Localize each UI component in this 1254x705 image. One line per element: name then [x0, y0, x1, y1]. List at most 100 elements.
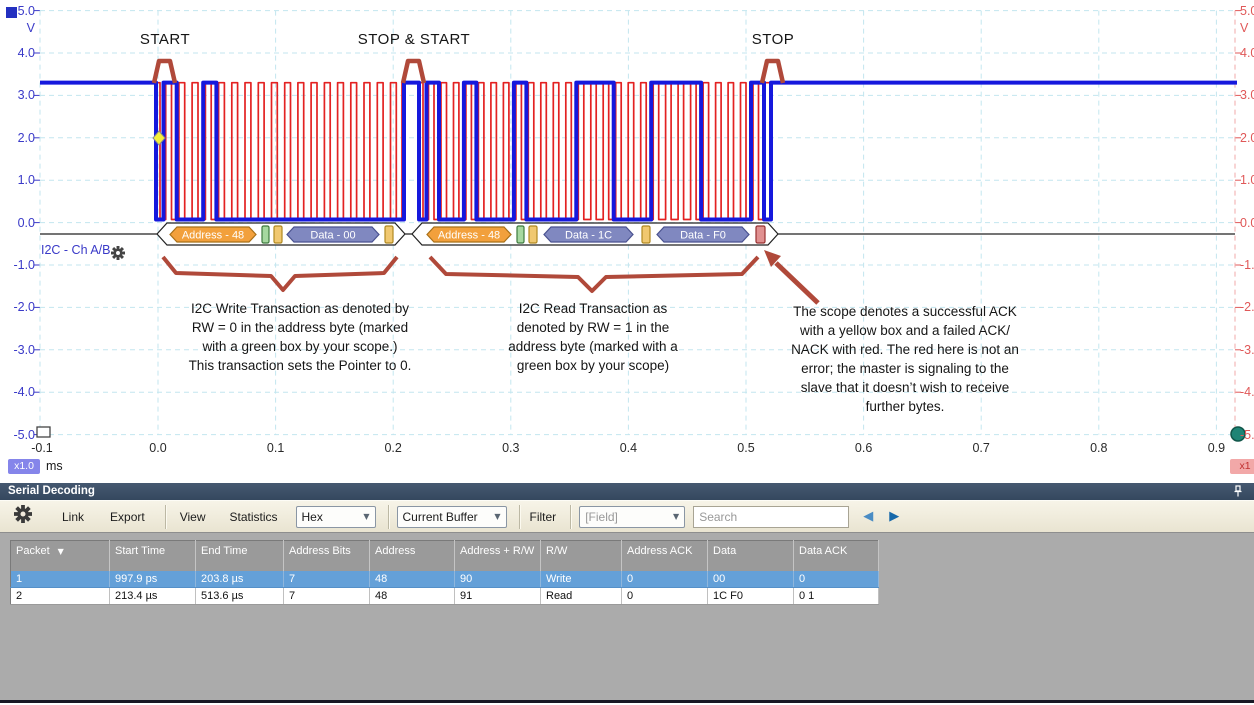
table-cell[interactable]: 91 — [454, 587, 541, 605]
y-axis-label-left: 4.0 — [17, 46, 35, 60]
y-axis-label-left: -3.0 — [13, 342, 35, 357]
table-cell[interactable]: 997.9 ps — [109, 570, 196, 588]
annotation-text: I2C Read Transaction as denoted by RW = … — [508, 301, 678, 373]
y-axis-label-right: -3.0 — [1240, 342, 1254, 357]
search-input[interactable] — [693, 505, 850, 528]
x-axis-label: 0.0 — [149, 441, 167, 455]
condition-marker-label: START — [139, 31, 191, 48]
condition-marker-bracket — [400, 58, 427, 84]
write-transaction-brace — [161, 255, 399, 292]
decode-data-box — [286, 226, 380, 243]
decode-address-box — [169, 226, 257, 243]
toolbar-separator — [387, 504, 389, 529]
table-cell[interactable]: 48 — [369, 570, 455, 588]
filter-button[interactable]: Filter — [529, 509, 557, 524]
nack-arrow-shaft — [774, 261, 820, 305]
y-axis-label-left: -5.0 — [13, 427, 35, 442]
waveform-svg[interactable]: Address - 48 Data - 00 Address - 48 Data - … — [0, 0, 1254, 483]
table-cell[interactable]: 0 — [793, 570, 879, 588]
x-axis-label: 0.6 — [854, 441, 873, 455]
decode-address-label: Address - 48 — [438, 230, 500, 242]
export-button[interactable]: Export — [110, 509, 145, 524]
annotation-text: I2C Write Transaction as denoted by RW =… — [188, 301, 412, 373]
column-header[interactable]: R/W — [540, 540, 622, 571]
scl-trace — [40, 81, 1237, 221]
decode-data-label: Data - 1C — [565, 230, 612, 242]
column-header[interactable]: Address Bits — [283, 540, 370, 571]
read-transaction-brace — [428, 255, 760, 293]
table-cell[interactable]: 1C F0 — [707, 587, 794, 605]
x-scale-badge[interactable]: x1.0 — [8, 459, 40, 474]
table-cell[interactable]: 0 1 — [793, 587, 879, 605]
field-dropdown[interactable]: [Field] ▼ — [579, 505, 686, 528]
channel-label[interactable]: I2C - Ch A/B — [41, 243, 111, 257]
y-axis-label-left: 0.0 — [17, 215, 35, 230]
search-prev-button[interactable]: ◀ — [863, 509, 874, 524]
decode-ack-box — [528, 225, 538, 244]
x-scale-badge-right[interactable]: x1 — [1230, 459, 1254, 474]
y-axis-label-left: -2.0 — [13, 300, 35, 315]
table-row[interactable]: 1 997.9 ps 203.8 µs 7 48 90 Write 0 00 0 — [10, 570, 879, 588]
table-cell[interactable]: 7 — [283, 570, 370, 588]
x-axis-label: 0.1 — [266, 441, 285, 455]
column-header[interactable]: Data ACK — [793, 540, 879, 571]
x-axis-label: 0.9 — [1207, 441, 1226, 455]
table-cell[interactable]: Write — [540, 570, 622, 588]
table-cell[interactable]: 203.8 µs — [195, 570, 284, 588]
y-axis-unit-right: V — [1240, 21, 1249, 35]
decode-settings-gear-icon[interactable] — [12, 503, 34, 530]
y-axis-label-left: -1.0 — [13, 258, 35, 272]
column-header[interactable]: Data — [707, 540, 794, 571]
channel-a-indicator[interactable] — [6, 7, 17, 18]
y-axis-label-right: 0.0 — [1240, 215, 1254, 230]
sda-trace — [40, 80, 1237, 222]
search-next-button[interactable]: ▶ — [889, 509, 900, 524]
scope-graph[interactable]: Address - 48 Data - 00 Address - 48 Data - … — [0, 0, 1254, 483]
table-cell[interactable]: 2 — [10, 587, 110, 605]
annotation-text: The scope denotes a successful ACK with … — [791, 304, 1019, 414]
view-button[interactable]: View — [179, 509, 206, 524]
decode-nack-box — [755, 225, 766, 244]
table-cell[interactable]: 0 — [621, 570, 708, 588]
y-axis-label-right: -1.0 — [1240, 258, 1254, 272]
column-header[interactable]: Address ACK — [621, 540, 708, 571]
y-axis-label-left: 3.0 — [17, 88, 35, 103]
table-row[interactable]: 2 213.4 µs 513.6 µs 7 48 91 Read 0 1C F0 0 1 — [10, 587, 879, 605]
y-axis-label-right: -5.0 — [1240, 427, 1254, 442]
y-axis-label-right: -2.0 — [1240, 300, 1254, 315]
toolbar-separator — [518, 504, 520, 529]
x-axis-label: -0.1 — [31, 441, 53, 455]
y-axis-label-left: -4.0 — [13, 385, 35, 400]
table-cell[interactable]: 513.6 µs — [195, 587, 284, 605]
table-cell[interactable]: 7 — [283, 587, 370, 605]
table-cell[interactable]: 48 — [369, 587, 455, 605]
table-cell[interactable]: 00 — [707, 570, 794, 588]
link-button[interactable]: Link — [62, 509, 85, 524]
table-cell[interactable]: 1 — [10, 570, 110, 588]
buffer-dropdown[interactable]: Current Buffer ▼ — [396, 505, 507, 528]
table-cell[interactable]: 90 — [454, 570, 541, 588]
column-header[interactable]: Packet ▼ — [10, 540, 110, 571]
column-header[interactable]: End Time — [195, 540, 284, 571]
condition-marker-label: STOP — [751, 31, 795, 48]
table-cell[interactable]: 0 — [621, 587, 708, 605]
column-header[interactable]: Address — [369, 540, 455, 571]
pin-icon[interactable] — [1232, 485, 1244, 504]
x-axis-label: 0.3 — [502, 441, 520, 455]
y-axis-label-left: 2.0 — [17, 130, 35, 145]
chevron-down-icon: ▼ — [363, 512, 370, 521]
format-dropdown[interactable]: Hex ▼ — [295, 505, 376, 528]
decode-address-label: Address - 48 — [182, 230, 244, 242]
column-header[interactable]: Address + R/W — [454, 540, 541, 571]
x-axis-label: 0.4 — [619, 441, 638, 455]
trigger-marker-diamond — [152, 130, 166, 146]
statistics-button[interactable]: Statistics — [229, 509, 278, 524]
table-cell[interactable]: Read — [540, 587, 622, 605]
corner-page-icon — [36, 426, 51, 438]
panel-title: Serial Decoding — [8, 485, 95, 497]
y-axis-label-right: 2.0 — [1240, 130, 1254, 145]
x-axis-label: 0.8 — [1090, 441, 1108, 455]
column-header[interactable]: Start Time — [109, 540, 196, 571]
table-cell[interactable]: 213.4 µs — [109, 587, 196, 605]
decode-data-label: Data - F0 — [680, 230, 726, 242]
